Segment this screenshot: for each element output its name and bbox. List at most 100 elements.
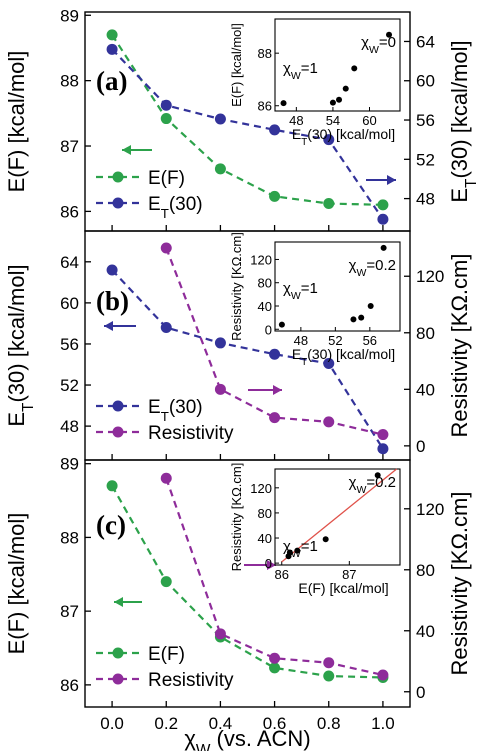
inset-x-title: ET(30) [kcal/mol] — [292, 126, 395, 148]
series-line — [111, 485, 383, 679]
left-tick-label: 48 — [60, 417, 79, 436]
series-line — [111, 269, 384, 450]
inset-fit-line — [281, 468, 398, 563]
data-point — [323, 416, 335, 428]
inset-x-title: ET(30) [kcal/mol] — [292, 346, 395, 368]
legend-marker — [112, 171, 124, 183]
inset-y-tick-label: 120 — [250, 252, 272, 267]
left-axis-title: E(F) [kcal/mol] — [4, 513, 29, 655]
inset-x-tick-label: 52 — [328, 333, 342, 348]
data-point — [269, 348, 281, 360]
inset-point — [322, 536, 329, 543]
inset-x-tick-label: 48 — [289, 113, 303, 128]
panel-label: (b) — [96, 286, 129, 316]
legend-label: E(F) — [148, 168, 185, 189]
inset-y-tick-label: 40 — [258, 299, 272, 314]
right-tick-label: 60 — [416, 72, 435, 91]
data-point — [160, 113, 172, 125]
axis-arrowhead — [267, 560, 276, 570]
inset-point — [351, 65, 358, 72]
inset-point — [358, 314, 365, 321]
data-point — [160, 242, 172, 254]
right-tick-label: 52 — [416, 150, 435, 169]
inset-y-tick-label: 40 — [258, 531, 272, 546]
data-point — [269, 652, 281, 664]
data-point — [323, 670, 335, 682]
left-tick-label: 87 — [60, 602, 79, 621]
panel-label: (a) — [96, 66, 127, 96]
left-tick-label: 87 — [60, 137, 79, 156]
right-tick-label: 64 — [416, 32, 435, 51]
x-tick-label: 0.0 — [100, 714, 124, 733]
data-point — [323, 134, 335, 146]
right-tick-label: 48 — [416, 190, 435, 209]
legend-marker — [112, 197, 124, 209]
left-tick-label: 64 — [60, 253, 79, 272]
series-line — [165, 477, 384, 677]
plot-frame — [84, 459, 411, 708]
series-line — [165, 247, 384, 436]
panels: 86 87 88 89 48 52 56 60 64 E(F) [kcal/mol] ET(30) … — [4, 6, 480, 751]
right-tick-label: 0 — [416, 437, 425, 456]
legend-marker — [112, 426, 124, 438]
data-point — [106, 29, 118, 41]
right-tick-label: 40 — [416, 622, 435, 641]
data-point — [160, 322, 172, 334]
right-tick-label: 80 — [416, 561, 435, 580]
inset-x-tick-label: 87 — [342, 567, 356, 582]
inset-plot: 48 52 56 0 40 80 120 ET(30) [kcal/mol] Resistivi… — [229, 232, 401, 368]
inset-y-tick-label: 88 — [258, 46, 272, 61]
left-tick-label: 86 — [60, 202, 79, 221]
data-point — [106, 264, 118, 276]
inset-y-tick-label: 120 — [250, 481, 272, 496]
inset-point — [278, 321, 285, 328]
left-tick-label: 88 — [60, 72, 79, 91]
inset-y-title: Resistivity [KΩ.cm] — [229, 232, 244, 341]
inset-plot: 86 87 0 40 80 120 E(F) [kcal/mol] Resistivity [… — [229, 463, 401, 596]
inset-x-tick-label: 60 — [362, 113, 376, 128]
x-tick-label: 0.2 — [154, 714, 178, 733]
right-axis-title: ET(30) [kcal/mol] — [447, 40, 480, 202]
legend-marker — [112, 647, 124, 659]
inset-frame — [274, 241, 401, 332]
data-point — [377, 443, 389, 455]
data-point — [160, 99, 172, 111]
right-tick-label: 0 — [416, 683, 425, 702]
data-point — [160, 472, 172, 484]
legend-marker — [112, 673, 124, 685]
left-axis-title: ET(30) [kcal/mol] — [4, 264, 37, 426]
inset-x-title: E(F) [kcal/mol] — [298, 580, 388, 596]
inset-x-tick-label: 48 — [294, 333, 308, 348]
inset-y-tick-label: 86 — [258, 99, 272, 114]
left-tick-label: 89 — [60, 6, 79, 25]
inset-point — [380, 244, 387, 251]
inset-point — [329, 99, 336, 106]
left-tick-label: 56 — [60, 335, 79, 354]
left-tick-label: 60 — [60, 294, 79, 313]
data-point — [214, 163, 226, 175]
axis-arrowhead — [273, 385, 282, 395]
right-axis-title: Resistivity [KΩ.cm] — [447, 254, 472, 438]
inset-point — [342, 85, 349, 92]
data-point — [269, 662, 281, 674]
right-tick-label: 120 — [416, 500, 444, 519]
data-point — [269, 190, 281, 202]
inset-annotation-right: χW=0 — [361, 34, 396, 56]
inset-y-title: Resistivity [KΩ.cm] — [229, 463, 244, 572]
legend-marker — [112, 400, 124, 412]
series-line — [111, 48, 384, 220]
inset-point — [286, 549, 293, 556]
left-tick-label: 52 — [60, 376, 79, 395]
inset-point — [294, 547, 301, 554]
right-tick-label: 56 — [416, 111, 435, 130]
right-axis-title: Resistivity [KΩ.cm] — [447, 492, 472, 676]
inset-y-title: E(F) [kcal/mol] — [229, 23, 244, 107]
legend-label: ET(30) — [148, 194, 203, 221]
panel-b: 48 52 56 60 64 0 40 80 120 ET(30) [kcal/mol] Resis… — [4, 230, 472, 461]
inset-frame — [274, 18, 401, 112]
inset-y-tick-label: 0 — [265, 556, 272, 571]
x-tick-label: 1.0 — [371, 714, 395, 733]
x-tick-label: 0.8 — [317, 714, 341, 733]
data-point — [214, 383, 226, 395]
